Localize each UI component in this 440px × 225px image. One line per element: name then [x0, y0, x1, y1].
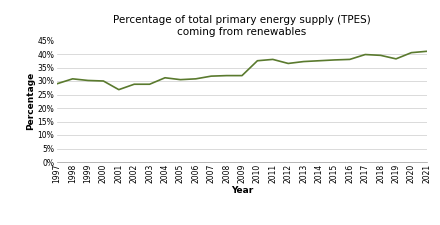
X-axis label: Year: Year	[231, 186, 253, 195]
Y-axis label: Percentage: Percentage	[26, 72, 35, 130]
Title: Percentage of total primary energy supply (TPES)
coming from renewables: Percentage of total primary energy suppl…	[113, 15, 371, 37]
